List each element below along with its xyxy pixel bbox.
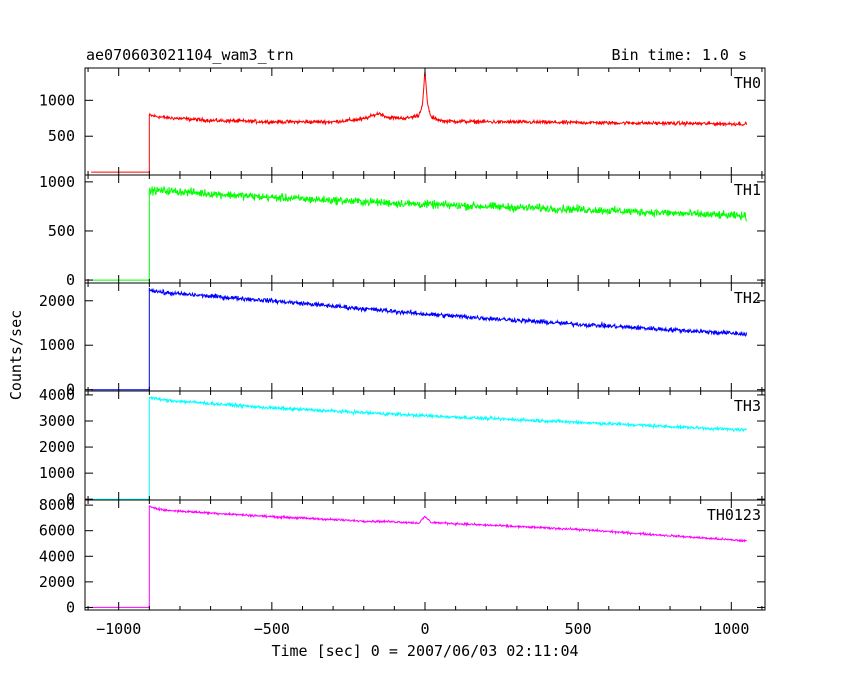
panel-th0123: TH0123 0 2000 4000 6000 8000 bbox=[39, 496, 766, 616]
series-label: TH0123 bbox=[707, 506, 761, 524]
bin-time-label: Bin time: 1.0 s bbox=[612, 46, 747, 64]
x-tick-label: 1000 bbox=[713, 620, 749, 638]
series-label: TH2 bbox=[734, 289, 761, 307]
x-tick-label: 0 bbox=[420, 620, 429, 638]
panels: TH0 500 1000 TH1 0 500 1000 TH2 0 1000 2000 TH3 0 100… bbox=[39, 67, 766, 638]
chart-title: ae070603021104_wam3_trn bbox=[86, 46, 294, 64]
series-label: TH1 bbox=[734, 181, 761, 199]
panel-th2: TH2 0 1000 2000 bbox=[39, 282, 766, 399]
y-tick-label: 4000 bbox=[39, 386, 75, 404]
y-tick-label: 0 bbox=[66, 490, 75, 508]
panel-th3: TH3 0 1000 2000 3000 4000 bbox=[39, 386, 766, 508]
series-line-th3 bbox=[91, 396, 747, 500]
y-tick-label: 6000 bbox=[39, 522, 75, 540]
y-tick-label: 1000 bbox=[39, 336, 75, 354]
panel-th0: TH0 500 1000 bbox=[39, 67, 766, 176]
y-tick-label: 1000 bbox=[39, 173, 75, 191]
x-axis-label: Time [sec] 0 = 2007/06/03 02:11:04 bbox=[271, 642, 578, 660]
y-tick-label: 500 bbox=[48, 222, 75, 240]
panel-th1: TH1 0 500 1000 bbox=[39, 173, 766, 289]
y-tick-label: 2000 bbox=[39, 292, 75, 310]
panel-frame bbox=[84, 282, 766, 392]
y-tick-label: 1000 bbox=[39, 91, 75, 109]
y-tick-label: 2000 bbox=[39, 438, 75, 456]
y-tick-label: 3000 bbox=[39, 412, 75, 430]
y-tick-label: 0 bbox=[66, 381, 75, 399]
series-line-th0123 bbox=[91, 505, 747, 608]
series-label: TH3 bbox=[734, 397, 761, 415]
y-tick-label: 0 bbox=[66, 271, 75, 289]
y-tick-label: 8000 bbox=[39, 496, 75, 514]
y-tick-label: 4000 bbox=[39, 547, 75, 565]
y-tick-label: 0 bbox=[66, 598, 75, 616]
x-tick-label: 500 bbox=[565, 620, 592, 638]
series-label: TH0 bbox=[734, 74, 761, 92]
y-axis-label: Counts/sec bbox=[7, 310, 25, 400]
series-line-th2 bbox=[91, 287, 748, 391]
series-line-th0 bbox=[91, 70, 748, 173]
x-tick-label: −1000 bbox=[96, 620, 141, 638]
y-tick-label: 1000 bbox=[39, 464, 75, 482]
panel-frame bbox=[84, 67, 766, 176]
panel-frame bbox=[84, 390, 766, 501]
y-tick-label: 500 bbox=[48, 127, 75, 145]
x-tick-label: −500 bbox=[254, 620, 290, 638]
y-tick-label: 2000 bbox=[39, 573, 75, 591]
series-line-th1 bbox=[91, 185, 748, 281]
